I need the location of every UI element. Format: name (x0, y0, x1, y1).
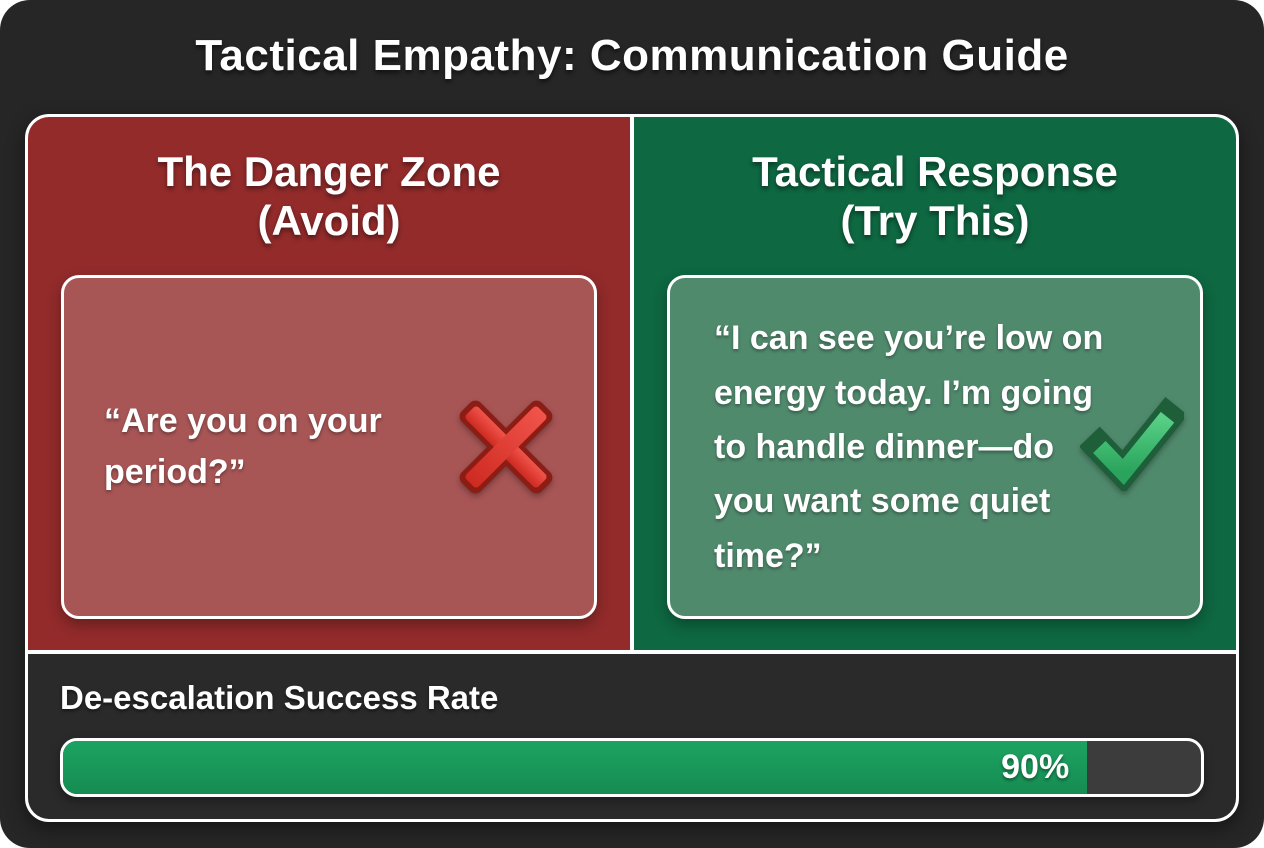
progress-fill: 90% (63, 741, 1088, 794)
progress-value: 90% (1001, 748, 1070, 786)
progress-bar: 90% (60, 738, 1204, 797)
tactical-response-panel: Tactical Response (Try This) “I can see … (634, 117, 1236, 650)
tactical-heading-line1: Tactical Response (752, 148, 1118, 195)
cross-mark-icon (459, 400, 553, 494)
danger-heading-line2: (Avoid) (257, 197, 401, 245)
content-frame: The Danger Zone (Avoid) “Are you on your… (25, 114, 1239, 822)
danger-zone-heading: The Danger Zone (Avoid) (38, 147, 620, 245)
danger-zone-panel: The Danger Zone (Avoid) “Are you on your… (28, 117, 630, 650)
comparison-panels: The Danger Zone (Avoid) “Are you on your… (28, 117, 1236, 650)
page-title: Tactical Empathy: Communication Guide (195, 31, 1069, 80)
tactical-response-heading: Tactical Response (Try This) (644, 147, 1226, 245)
success-meter-label: De-escalation Success Rate (60, 679, 499, 716)
danger-heading-line1: The Danger Zone (157, 148, 501, 195)
danger-quote-text: “Are you on your period?” (104, 402, 382, 492)
tactical-quote-card: “I can see you’re low on energy today. I… (667, 275, 1203, 619)
check-mark-icon (1080, 397, 1184, 492)
tactical-quote-text: “I can see you’re low on energy today. I… (714, 319, 1104, 575)
tactical-heading-line2: (Try This) (840, 197, 1030, 245)
danger-quote-card: “Are you on your period?” (61, 275, 597, 619)
success-meter-section: De-escalation Success Rate 90% (28, 654, 1236, 819)
